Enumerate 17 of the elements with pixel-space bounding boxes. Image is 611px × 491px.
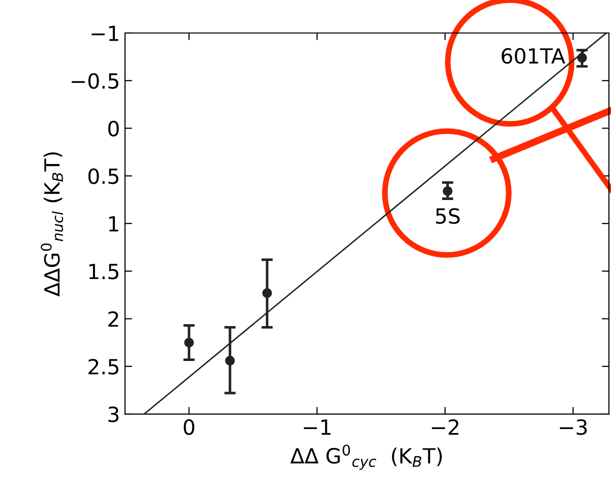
y-tick-label: −0.5 bbox=[72, 73, 118, 89]
x-axis-title: ΔΔ G$^{0}$$_{cyc}$ (K$_{B}$T) bbox=[290, 444, 442, 470]
x-tick-label: −1 bbox=[304, 420, 330, 435]
y-tick-label: 1.5 bbox=[89, 264, 118, 280]
y-tick-label: 2 bbox=[108, 311, 118, 327]
y-tick-label: 0 bbox=[108, 120, 119, 136]
annotation: 601TA bbox=[502, 48, 566, 64]
y-tick-label: 0.5 bbox=[88, 168, 118, 184]
y-tick-label: 3 bbox=[108, 406, 118, 422]
x-tick-label: −3 bbox=[560, 419, 587, 435]
y-tick-label: 1 bbox=[109, 216, 118, 232]
y-axis-title: ΔΔG$^{0}$$_{nucl}$ (K$_{B}$T) bbox=[40, 152, 64, 296]
y-tick-label: −1 bbox=[92, 26, 118, 41]
y-tick-label: 2.5 bbox=[88, 358, 118, 375]
annotation: 5S bbox=[436, 208, 460, 224]
x-tick-label: 0 bbox=[184, 419, 194, 435]
x-tick-label: −2 bbox=[432, 419, 458, 435]
